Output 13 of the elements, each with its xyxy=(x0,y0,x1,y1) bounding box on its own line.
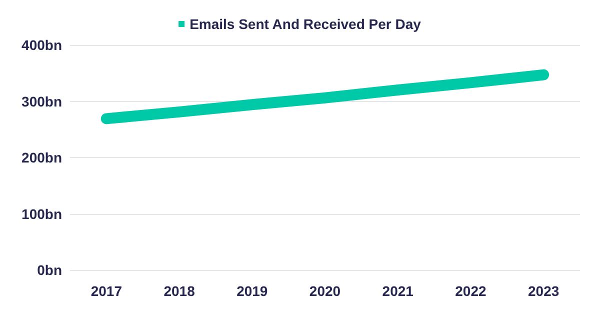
x-tick-label: 2022 xyxy=(455,283,486,299)
y-tick-label: 300bn xyxy=(22,93,62,110)
y-tick-label: 200bn xyxy=(22,150,62,166)
x-tick-label: 2020 xyxy=(309,283,341,299)
x-tick-label: 2023 xyxy=(528,283,560,299)
legend-label: Emails Sent And Received Per Day xyxy=(190,16,422,32)
x-tick-label: 2017 xyxy=(90,283,122,299)
y-tick-label: 100bn xyxy=(22,206,62,222)
y-tick-label: 400bn xyxy=(22,37,62,53)
x-tick-label: 2019 xyxy=(236,283,268,299)
x-tick-label: 2018 xyxy=(164,283,196,299)
y-tick-label: 0bn xyxy=(37,262,62,278)
x-tick-label: 2021 xyxy=(382,283,414,299)
